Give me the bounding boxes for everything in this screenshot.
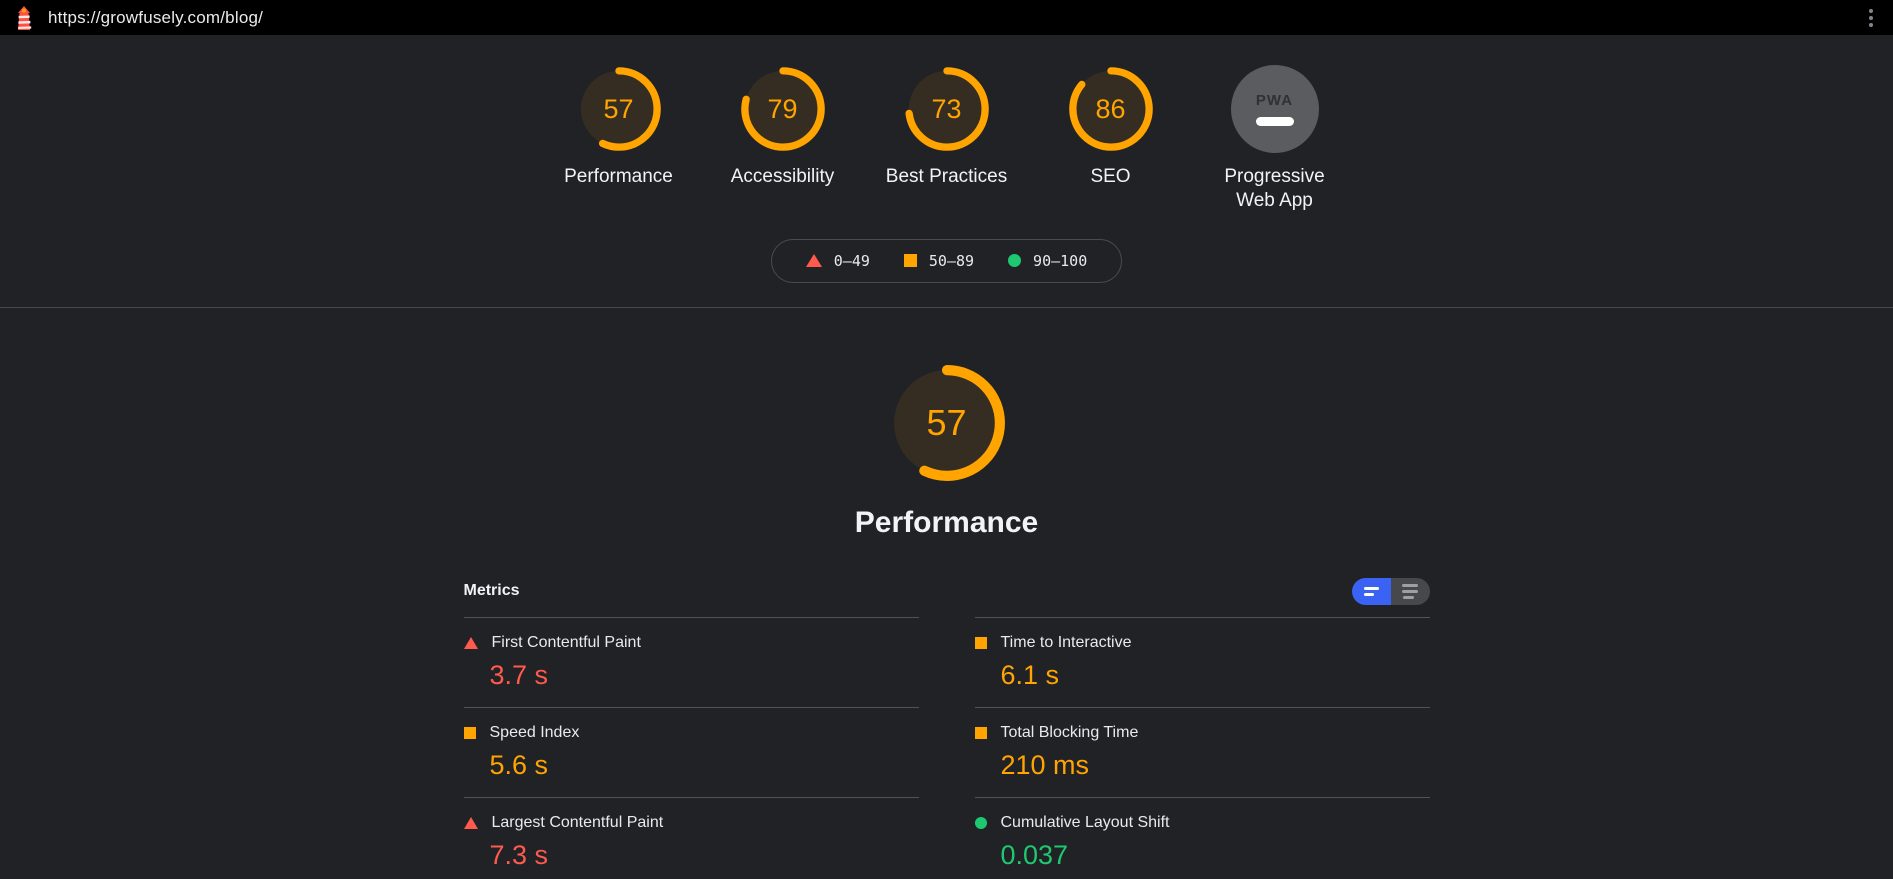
legend-range-fail: 0–49	[805, 251, 870, 270]
metric-name: Largest Contentful Paint	[491, 813, 664, 831]
metric-value: 3.7 s	[489, 659, 549, 690]
metric-value: 210 ms	[1000, 749, 1090, 780]
pwa-badge-text: PWA	[1255, 92, 1294, 109]
metric-rating-icon	[974, 816, 987, 829]
legend-range-pass: 90–100	[1008, 252, 1087, 270]
condensed-view-icon	[1363, 586, 1379, 590]
metric-name: Time to Interactive	[1000, 633, 1132, 651]
legend-range-fail-label: 0–49	[833, 251, 870, 270]
performance-score-value: 57	[603, 93, 634, 124]
accessibility-score-label: Accessibility	[730, 166, 835, 187]
metrics-header: Metrics	[463, 577, 1430, 617]
metric-value: 0.037	[1000, 839, 1069, 870]
legend-range-pass-label: 90–100	[1033, 251, 1088, 270]
best-practices-score-label: Best Practices	[885, 166, 1008, 187]
performance-section-header: 57 Performance	[0, 308, 1893, 540]
metric-name: Speed Index	[489, 723, 580, 741]
pwa-score-label: Progressive Web App	[1224, 166, 1325, 211]
pwa-badge-icon: PWA	[1230, 65, 1319, 153]
metric-rating-icon	[463, 726, 476, 739]
best-practices-score-value: 73	[931, 93, 962, 124]
metric-value: 7.3 s	[489, 839, 549, 870]
best-practices-gauge: 73	[903, 65, 991, 153]
metric-value: 6.1 s	[1000, 659, 1060, 690]
pwa-dash-icon	[1255, 117, 1294, 126]
metrics-title: Metrics	[463, 582, 520, 599]
legend-range-average: 50–89	[903, 251, 975, 270]
accessibility-score-value: 79	[767, 93, 798, 124]
legend-range-average-label: 50–89	[928, 251, 975, 270]
metric-time-to-interactive: Time to Interactive 6.1 s	[974, 616, 1430, 708]
condensed-view-button[interactable]	[1351, 577, 1391, 605]
metrics-grid: First Contentful Paint 3.7 s Time to Int…	[463, 616, 1430, 879]
metric-largest-contentful-paint: Largest Contentful Paint 7.3 s	[463, 798, 919, 879]
metric-rating-icon	[463, 636, 478, 649]
seo-gauge: 86	[1067, 65, 1155, 153]
category-score-best-practices[interactable]: 73 Best Practices	[885, 65, 1009, 189]
performance-big-score-value: 57	[926, 401, 967, 443]
metrics-section: Metrics First Contentful Paint 3.7 s	[463, 577, 1430, 879]
performance-gauge: 57	[575, 65, 663, 153]
category-score-seo[interactable]: 86 SEO	[1049, 65, 1173, 189]
seo-score-value: 86	[1095, 93, 1126, 124]
metric-rating-icon	[974, 726, 987, 739]
metric-value: 5.6 s	[489, 749, 549, 780]
category-score-performance[interactable]: 57 Performance	[557, 65, 681, 189]
metric-speed-index: Speed Index 5.6 s	[463, 708, 919, 798]
url-topbar: https://growfusely.com/blog/	[0, 0, 1893, 35]
score-summary-section: 57 Performance 79 Accessibility 73	[0, 35, 1893, 308]
performance-score-label: Performance	[564, 166, 673, 187]
expanded-view-button[interactable]	[1390, 577, 1430, 605]
metrics-view-toggle[interactable]	[1351, 577, 1430, 605]
metric-first-contentful-paint: First Contentful Paint 3.7 s	[463, 616, 919, 708]
metric-total-blocking-time: Total Blocking Time 210 ms	[974, 708, 1430, 798]
seo-score-label: SEO	[1090, 166, 1131, 187]
average-square-icon	[903, 254, 917, 267]
metric-cumulative-layout-shift: Cumulative Layout Shift 0.037	[974, 798, 1430, 879]
metric-name: Total Blocking Time	[1000, 723, 1139, 741]
report-url: https://growfusely.com/blog/	[48, 7, 264, 27]
score-legend: 0–49 50–89 90–100	[770, 238, 1123, 283]
category-score-pwa[interactable]: PWA Progressive Web App	[1213, 65, 1337, 213]
accessibility-gauge: 79	[739, 65, 827, 153]
fail-triangle-icon	[805, 254, 822, 267]
kebab-menu-icon[interactable]	[1863, 5, 1879, 31]
expanded-view-icon	[1402, 583, 1418, 587]
metric-rating-icon	[463, 816, 478, 829]
performance-big-gauge[interactable]: 57	[886, 362, 1008, 484]
category-score-row: 57 Performance 79 Accessibility 73	[0, 65, 1893, 213]
pass-circle-icon	[1008, 254, 1022, 267]
lighthouse-icon	[18, 5, 32, 30]
category-score-accessibility[interactable]: 79 Accessibility	[721, 65, 845, 189]
performance-section-title: Performance	[854, 505, 1039, 539]
metric-rating-icon	[974, 636, 987, 649]
metric-name: First Contentful Paint	[491, 633, 641, 651]
metric-name: Cumulative Layout Shift	[1000, 813, 1170, 831]
